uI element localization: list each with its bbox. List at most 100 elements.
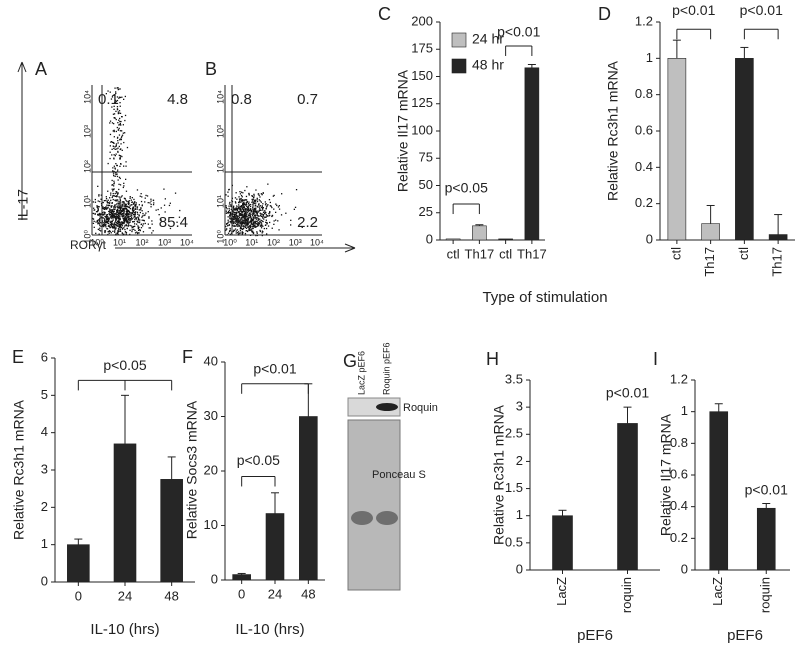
event-dot bbox=[141, 219, 143, 221]
event-dot bbox=[259, 205, 261, 207]
event-dot bbox=[121, 232, 123, 234]
event-dot bbox=[103, 212, 105, 214]
event-dot bbox=[239, 205, 241, 207]
y-tick-label: 3 bbox=[41, 461, 48, 476]
event-dot bbox=[241, 232, 243, 234]
event-dot bbox=[109, 151, 111, 153]
event-dot bbox=[116, 195, 118, 197]
event-dot bbox=[227, 216, 229, 218]
event-dot bbox=[235, 213, 237, 215]
event-dot bbox=[245, 202, 247, 204]
event-dot bbox=[237, 231, 240, 233]
event-dot bbox=[267, 204, 269, 206]
event-dot bbox=[137, 225, 139, 227]
event-dot bbox=[242, 223, 244, 225]
event-dot bbox=[120, 137, 123, 139]
event-dot bbox=[227, 232, 230, 234]
y-tick-label: 0 bbox=[646, 231, 653, 246]
event-dot bbox=[135, 205, 137, 207]
event-dot bbox=[236, 213, 238, 215]
axis-line bbox=[344, 247, 356, 253]
event-dot bbox=[112, 215, 114, 217]
event-dot bbox=[227, 219, 229, 221]
event-dot bbox=[115, 227, 117, 230]
event-dot bbox=[235, 202, 237, 204]
event-dot bbox=[131, 212, 134, 214]
event-dot bbox=[111, 217, 113, 220]
event-dot bbox=[233, 211, 236, 214]
event-dot bbox=[123, 209, 125, 211]
y-tick-label: 125 bbox=[411, 95, 433, 110]
event-dot bbox=[179, 209, 181, 212]
event-dot bbox=[247, 227, 250, 229]
event-dot bbox=[244, 212, 246, 215]
event-dot bbox=[102, 201, 104, 204]
event-dot bbox=[138, 214, 140, 216]
event-dot bbox=[124, 119, 126, 122]
event-dot bbox=[98, 194, 100, 196]
x-tick-label: Th17 bbox=[702, 247, 717, 277]
event-dot bbox=[245, 213, 247, 215]
event-dot bbox=[246, 218, 248, 221]
y-axis-label: Relative Il17 mRNA bbox=[395, 69, 411, 192]
event-dot bbox=[117, 122, 119, 124]
event-dot bbox=[271, 214, 274, 217]
y-tick-label: 0 bbox=[681, 561, 688, 576]
event-dot bbox=[93, 207, 95, 209]
event-dot bbox=[130, 199, 132, 201]
event-dot bbox=[232, 211, 235, 213]
event-dot bbox=[104, 213, 106, 215]
event-dot bbox=[116, 215, 118, 218]
event-dot bbox=[111, 96, 114, 98]
event-dot bbox=[255, 218, 257, 220]
event-dot bbox=[226, 212, 228, 214]
event-dot bbox=[118, 230, 120, 232]
event-dot bbox=[122, 227, 124, 230]
event-dot bbox=[230, 222, 232, 224]
x-tick-label: 10² bbox=[135, 237, 148, 247]
event-dot bbox=[256, 213, 258, 215]
event-dot bbox=[225, 210, 228, 212]
event-dot bbox=[127, 218, 129, 221]
event-dot bbox=[120, 196, 122, 198]
event-dot bbox=[127, 213, 129, 216]
event-dot bbox=[114, 146, 116, 148]
event-dot bbox=[134, 215, 136, 217]
event-dot bbox=[252, 227, 254, 230]
event-dot bbox=[116, 96, 119, 98]
event-dot bbox=[234, 201, 237, 203]
event-dot bbox=[243, 209, 245, 211]
event-dot bbox=[127, 216, 129, 218]
event-dot bbox=[105, 198, 108, 200]
event-dot bbox=[100, 198, 102, 200]
event-dot bbox=[248, 194, 250, 196]
event-dot bbox=[115, 163, 117, 165]
event-dot bbox=[107, 90, 109, 92]
event-dot bbox=[125, 178, 127, 180]
event-dot bbox=[116, 109, 119, 111]
event-dot bbox=[102, 213, 104, 216]
event-dot bbox=[239, 193, 242, 195]
event-dot bbox=[246, 230, 248, 232]
event-dot bbox=[160, 219, 162, 221]
event-dot bbox=[265, 206, 268, 208]
event-dot bbox=[237, 221, 239, 224]
event-dot bbox=[251, 224, 253, 226]
legend-label: 24 hr bbox=[472, 31, 504, 47]
event-dot bbox=[103, 207, 105, 209]
x-tick-label: 0 bbox=[238, 586, 245, 601]
x-tick-label: 10⁰ bbox=[223, 237, 237, 247]
event-dot bbox=[97, 214, 99, 216]
event-dot bbox=[131, 204, 133, 206]
event-dot bbox=[127, 210, 129, 212]
event-dot bbox=[140, 209, 142, 211]
event-dot bbox=[239, 222, 241, 224]
event-dot bbox=[271, 227, 273, 229]
event-dot bbox=[118, 225, 121, 227]
event-dot bbox=[259, 220, 261, 222]
event-dot bbox=[97, 208, 99, 210]
event-dot bbox=[252, 223, 255, 225]
event-dot bbox=[247, 207, 250, 209]
event-dot bbox=[241, 233, 243, 235]
y-tick-label: 4 bbox=[41, 424, 48, 439]
